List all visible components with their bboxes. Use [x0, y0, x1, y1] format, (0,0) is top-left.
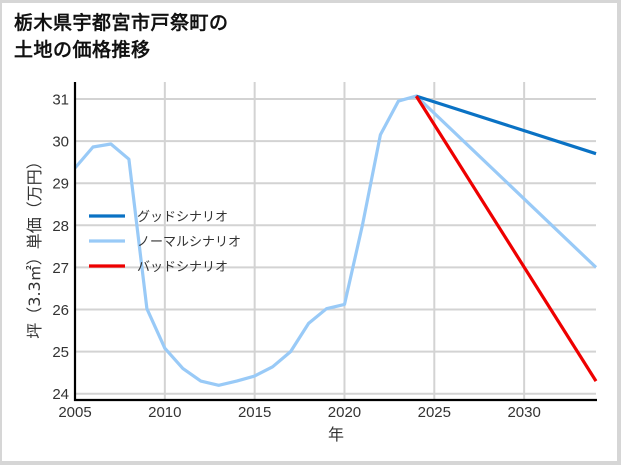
x-tick-label: 2010: [148, 404, 181, 421]
y-tick-label: 26: [52, 302, 69, 319]
chart-title: 栃木県宇都宮市戸祭町の 土地の価格推移: [14, 10, 229, 64]
x-tick-label: 2015: [238, 404, 271, 421]
y-tick-label: 31: [52, 92, 69, 109]
y-tick-label: 27: [52, 260, 69, 277]
y-axis-ticks: 24 25 26 27 28 29 30 31: [52, 92, 69, 404]
x-tick-label: 2030: [507, 404, 540, 421]
x-tick-label: 2005: [58, 404, 91, 421]
chart-title-line2: 土地の価格推移: [14, 39, 151, 61]
x-axis-ticks: 2005 2010 2015 2020 2025 2030: [58, 404, 541, 421]
y-tick-label: 30: [52, 134, 69, 151]
legend-label: バッドシナリオ: [137, 260, 228, 275]
y-tick-label: 28: [52, 218, 69, 235]
legend-label: グッドシナリオ: [137, 210, 228, 225]
x-tick-label: 2020: [328, 404, 361, 421]
x-tick-label: 2025: [418, 404, 451, 421]
series-line-bad: [414, 95, 598, 382]
series-line-good: [415, 94, 597, 156]
series-line-normal: [73, 94, 598, 387]
data-series: [73, 94, 598, 387]
y-tick-label: 24: [52, 386, 69, 403]
y-tick-label: 25: [52, 344, 69, 361]
y-tick-label: 29: [52, 176, 69, 193]
chart-title-line1: 栃木県宇都宮市戸祭町の: [14, 12, 229, 34]
legend-label: ノーマルシナリオ: [137, 235, 241, 250]
x-axis-label: 年: [328, 425, 344, 444]
y-axis-label: 坪（3.3㎡）単価（万円）: [25, 153, 44, 338]
